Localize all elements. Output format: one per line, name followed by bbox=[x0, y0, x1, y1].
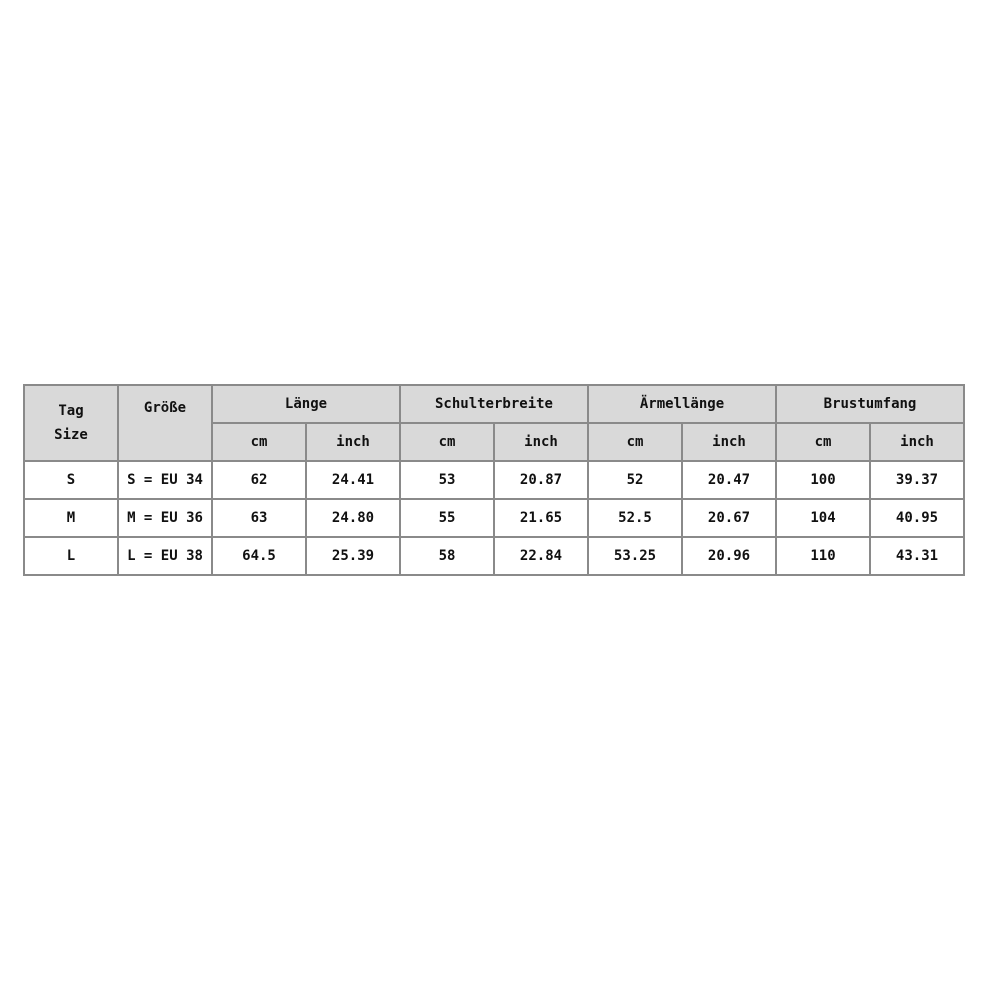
cell-value: 100 bbox=[775, 460, 871, 500]
header-schulterbreite: Schulterbreite bbox=[399, 384, 589, 424]
cell-value: 64.5 bbox=[211, 536, 307, 576]
cell-size: M = EU 36 bbox=[117, 498, 213, 538]
cell-value: 20.87 bbox=[493, 460, 589, 500]
header-unit-cm: cm bbox=[399, 422, 495, 462]
cell-value: 24.80 bbox=[305, 498, 401, 538]
header-laenge: Länge bbox=[211, 384, 401, 424]
header-unit-inch: inch bbox=[493, 422, 589, 462]
cell-tag: M bbox=[23, 498, 119, 538]
cell-value: 25.39 bbox=[305, 536, 401, 576]
cell-value: 24.41 bbox=[305, 460, 401, 500]
cell-value: 39.37 bbox=[869, 460, 965, 500]
cell-value: 43.31 bbox=[869, 536, 965, 576]
size-chart-table: Tag Size Größe Länge Schulterbreite Ärme… bbox=[23, 384, 965, 576]
cell-tag: L bbox=[23, 536, 119, 576]
header-tag-label: Tag bbox=[58, 403, 84, 419]
cell-size: S = EU 34 bbox=[117, 460, 213, 500]
cell-value: 55 bbox=[399, 498, 495, 538]
cell-value: 53.25 bbox=[587, 536, 683, 576]
cell-value: 52 bbox=[587, 460, 683, 500]
header-groesse: Größe bbox=[117, 384, 213, 462]
cell-value: 20.47 bbox=[681, 460, 777, 500]
cell-value: 21.65 bbox=[493, 498, 589, 538]
header-tag-size: Tag Size bbox=[23, 384, 119, 462]
cell-value: 40.95 bbox=[869, 498, 965, 538]
cell-value: 53 bbox=[399, 460, 495, 500]
header-unit-inch: inch bbox=[869, 422, 965, 462]
header-size-label: Size bbox=[54, 427, 88, 443]
cell-tag: S bbox=[23, 460, 119, 500]
header-unit-cm: cm bbox=[587, 422, 683, 462]
header-aermellaenge: Ärmellänge bbox=[587, 384, 777, 424]
cell-value: 104 bbox=[775, 498, 871, 538]
cell-size: L = EU 38 bbox=[117, 536, 213, 576]
cell-value: 22.84 bbox=[493, 536, 589, 576]
header-row-groups: Tag Size Größe Länge Schulterbreite Ärme… bbox=[23, 384, 965, 462]
header-row-units: cm inch cm inch cm inch cm inch bbox=[24, 422, 965, 462]
cell-value: 62 bbox=[211, 460, 307, 500]
cell-value: 20.96 bbox=[681, 536, 777, 576]
header-brustumfang: Brustumfang bbox=[775, 384, 965, 424]
cell-value: 63 bbox=[211, 498, 307, 538]
header-unit-cm: cm bbox=[775, 422, 871, 462]
header-unit-cm: cm bbox=[211, 422, 307, 462]
cell-value: 110 bbox=[775, 536, 871, 576]
cell-value: 58 bbox=[399, 536, 495, 576]
header-unit-inch: inch bbox=[305, 422, 401, 462]
cell-value: 52.5 bbox=[587, 498, 683, 538]
cell-value: 20.67 bbox=[681, 498, 777, 538]
header-unit-inch: inch bbox=[681, 422, 777, 462]
